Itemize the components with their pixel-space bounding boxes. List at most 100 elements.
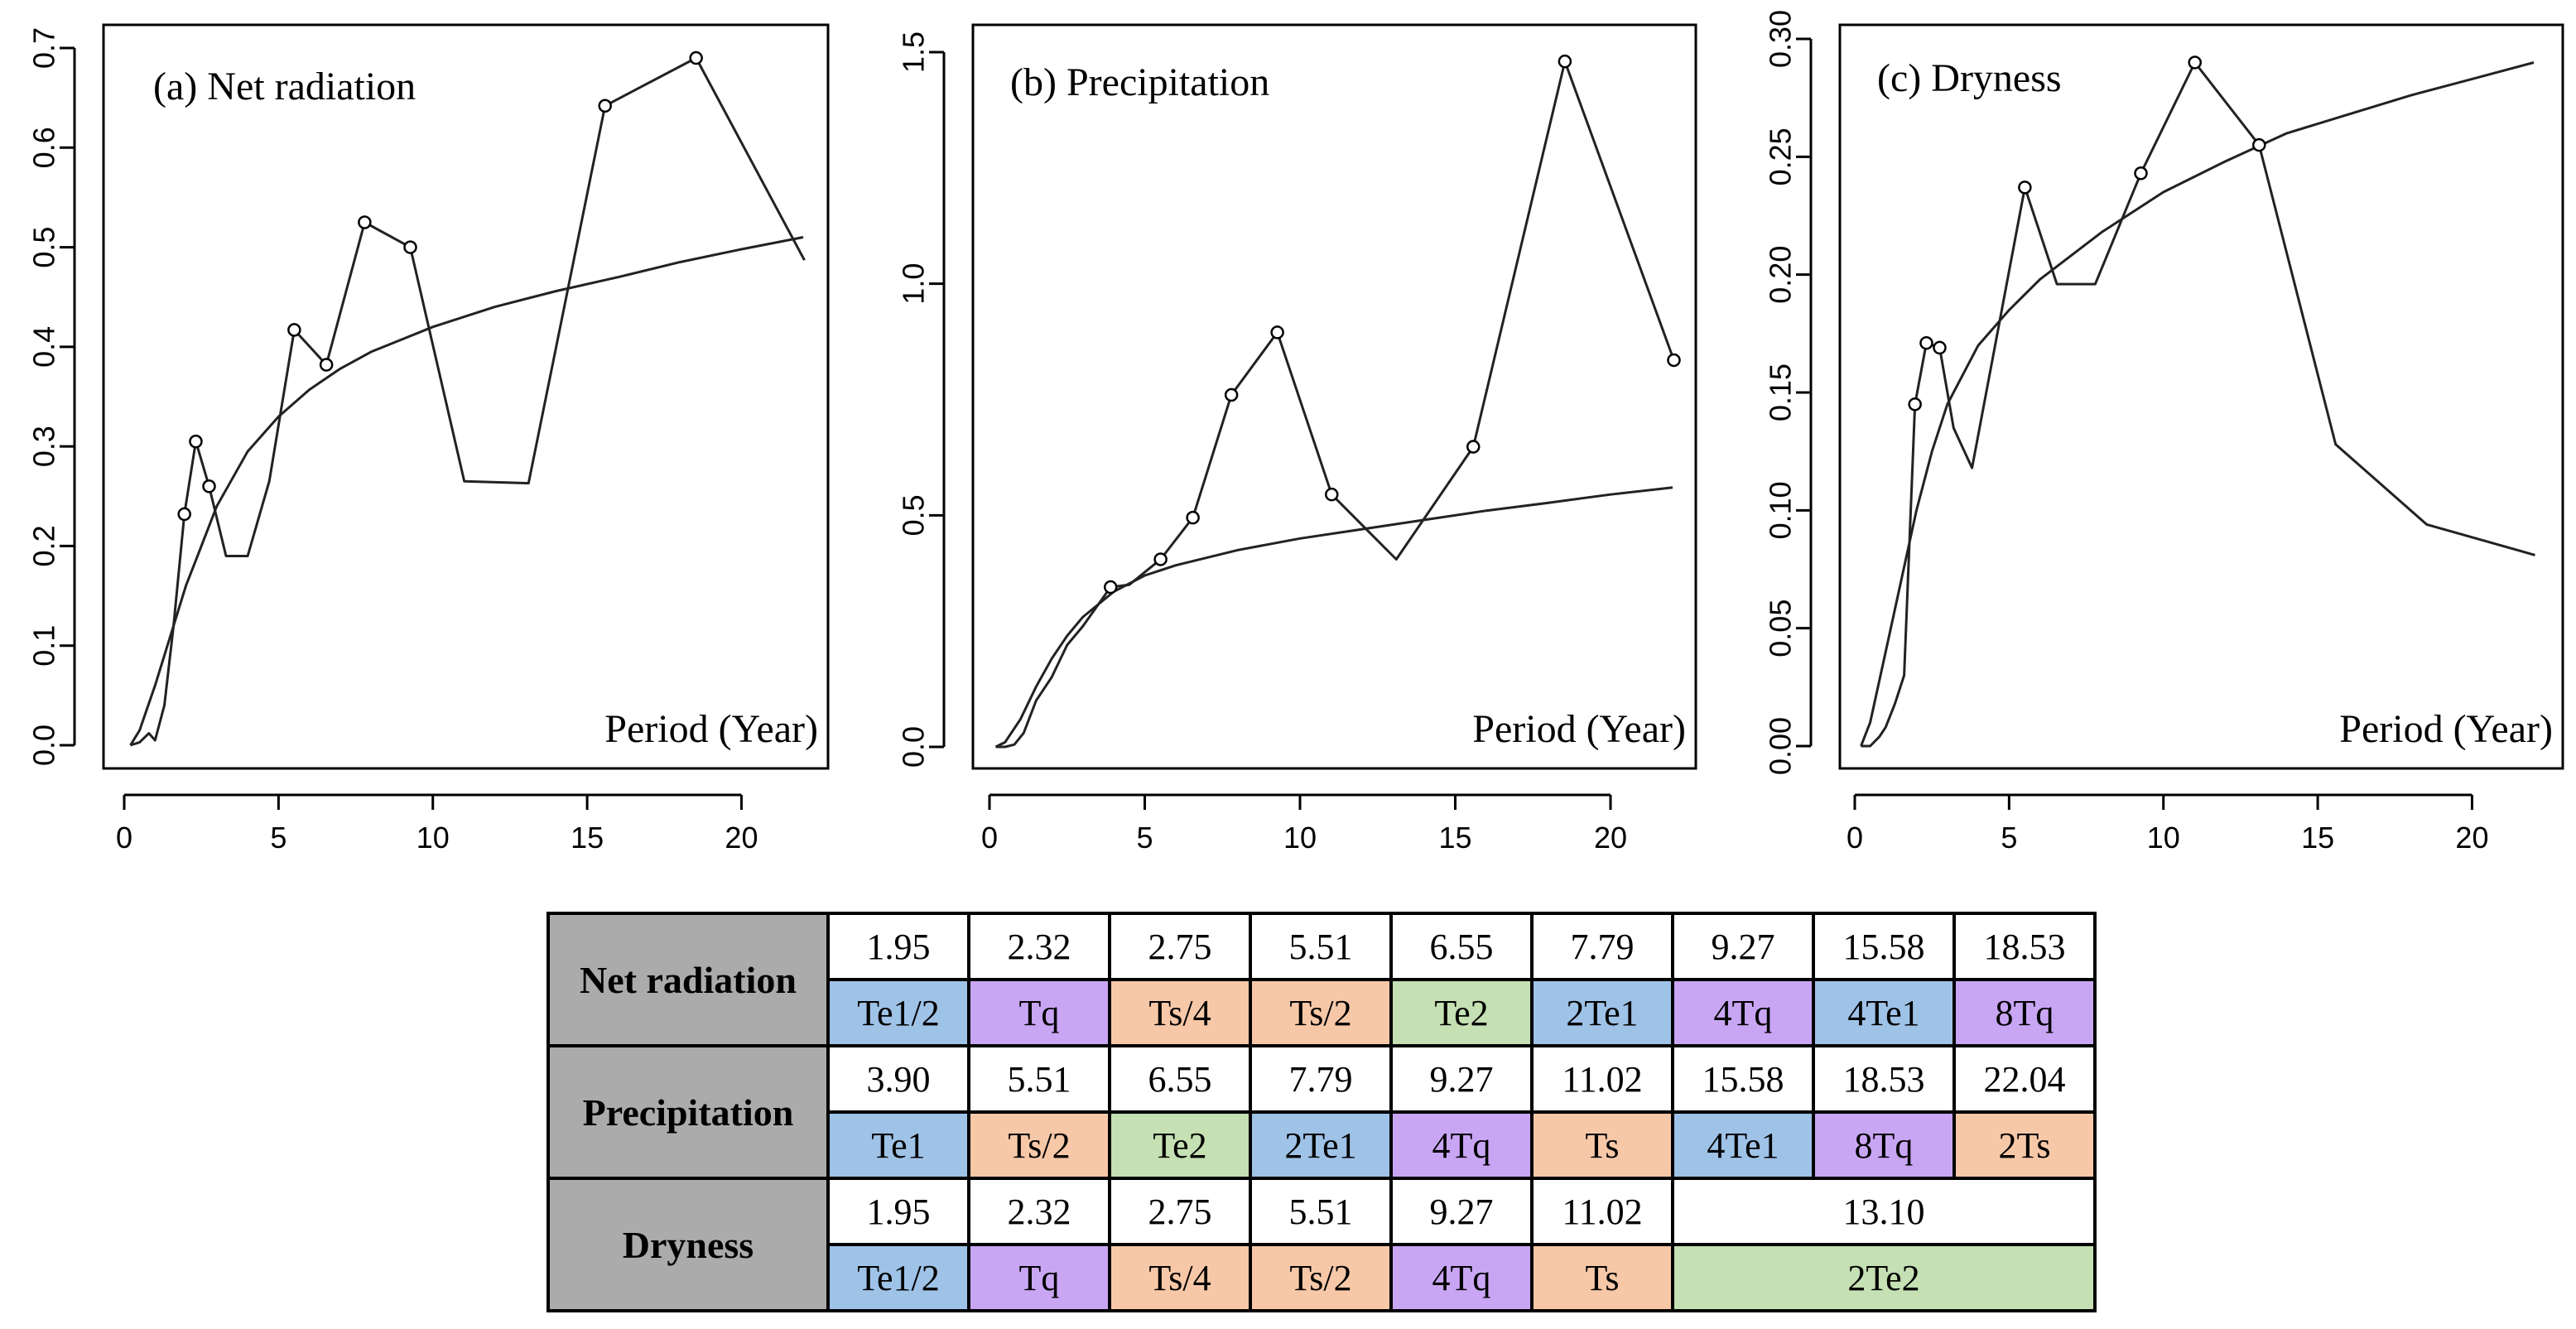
table-row-dryness-periods: Dryness 1.95 2.32 2.75 5.51 9.27 11.02 1… [546,1177,2097,1312]
y-tick-label: 0.0 [27,725,61,766]
chart-panel-1: 0 5 10 15 20 0.0 0.5 1.0 1.5 (b) Precipitation Per… [897,23,1697,855]
table-row-net-radiation-periods: Net radiation 1.95 2.32 2.75 5.51 6.55 7… [546,912,2097,1047]
code-cell: 2Te1 [1249,1110,1393,1180]
x-axis-label: Period (Year) [1472,707,1686,751]
data-point [287,323,301,337]
table-row-net-radiation-codes: Te1/2 Tq Ts/4 Ts/2 Te2 2Te1 4Tq 4Te1 8Tq [548,978,2097,1047]
code-cell: Te1 [826,1110,970,1180]
x-tick-label: 10 [2147,821,2180,855]
period-cell: 7.79 [1249,1044,1393,1114]
code-cell: 2Ts [1952,1110,2097,1180]
x-axis-label: Period (Year) [2339,707,2553,751]
y-tick-label: 0.30 [1764,10,1798,68]
spectrum-line [995,60,1675,749]
code-cell: Te1/2 [826,978,970,1047]
x-tick-label: 5 [1136,821,1153,855]
fitted-curve [994,486,1673,749]
plot-frame [102,23,830,770]
y-tick-label: 0.4 [27,326,61,368]
period-cell: 5.51 [1249,912,1393,981]
data-point [189,434,203,449]
period-cell: 15.58 [1812,912,1956,981]
data-point [1466,440,1481,454]
x-tick-label: 10 [416,821,450,855]
data-point [1325,487,1339,502]
period-cell: 22.04 [1952,1044,2097,1114]
data-point [1558,54,1572,69]
data-point [2134,166,2148,181]
x-tick-label: 5 [270,821,286,855]
y-tick-label: 0.5 [897,494,931,536]
x-tick-label: 15 [571,821,604,855]
period-cell: 2.75 [1108,1177,1252,1246]
code-cell: Ts/2 [1249,978,1393,1047]
data-point [1224,388,1239,402]
period-cell: 18.53 [1952,912,2097,981]
period-cell: 2.32 [967,912,1111,981]
y-tick-label: 0.25 [1764,128,1798,185]
period-cell: 18.53 [1812,1044,1956,1114]
period-cell: 3.90 [826,1044,970,1114]
code-cell: Ts/2 [1249,1243,1393,1312]
data-point [689,51,703,65]
table-row-precipitation-codes: Te1 Ts/2 Te2 2Te1 4Tq Ts 4Te1 8Tq 2Ts [548,1110,2097,1180]
fitted-curve [1860,61,2535,747]
data-point [598,99,612,113]
code-cell: Ts/4 [1108,1243,1252,1312]
y-tick-label: 0.3 [27,426,61,467]
table-row-dryness-codes: Te1/2 Tq Ts/4 Ts/2 4Tq Ts 2Te2 [548,1243,2097,1312]
x-axis-label: Period (Year) [604,707,818,751]
chart-panels: 0 5 10 15 20 0.0 0.1 0.2 0.3 0.4 0.5 0.6 0.7 (a) Net … [27,10,2564,855]
x-tick-label: 10 [1283,821,1317,855]
period-cell: 1.95 [826,1177,970,1246]
fitted-curve [129,236,804,746]
period-cell: 9.27 [1389,1177,1534,1246]
data-point [1186,510,1200,525]
code-cell: Te1/2 [826,1243,970,1312]
y-tick-label: 0.05 [1764,599,1798,657]
period-cell: 5.51 [1249,1177,1393,1246]
panel-title: (c) Dryness [1877,56,2062,100]
row-header-dryness: Dryness [546,1177,830,1312]
x-tick-label: 20 [1594,821,1627,855]
data-point [177,507,191,522]
data-point [2252,137,2266,152]
period-cell: 11.02 [1530,1177,1674,1246]
data-point [1153,552,1168,566]
code-cell: 4Tq [1389,1243,1534,1312]
code-cell: 4Tq [1671,978,1815,1047]
code-cell: Te2 [1108,1110,1252,1180]
period-cell: 9.27 [1389,1044,1534,1114]
x-tick-label: 15 [1438,821,1471,855]
period-cell: 7.79 [1530,912,1674,981]
data-point [1667,353,1681,368]
code-cell: 2Te2 [1671,1243,2097,1312]
x-tick-label: 0 [116,821,132,855]
plot-frame [1838,23,2564,770]
code-cell: Ts/4 [1108,978,1252,1047]
data-point [403,240,417,254]
periodicity-table: Net radiation 1.95 2.32 2.75 5.51 6.55 7… [546,912,2097,1312]
data-point [2188,55,2202,70]
x-tick-label: 20 [725,821,758,855]
x-tick-label: 0 [981,821,998,855]
spectrum-line [1861,61,2535,748]
code-cell: Ts/2 [967,1110,1111,1180]
data-point [319,358,334,372]
code-cell: Ts [1530,1110,1674,1180]
code-cell: 4Tq [1389,1110,1534,1180]
y-tick-label: 0.20 [1764,246,1798,304]
panel-title: (a) Net radiation [153,65,416,108]
chart-panel-0: 0 5 10 15 20 0.0 0.1 0.2 0.3 0.4 0.5 0.6 0.7 (a) Net … [27,23,830,855]
period-cell: 5.51 [967,1044,1111,1114]
code-cell: Ts [1530,1243,1674,1312]
plot-frame [971,23,1697,770]
period-cell: 1.95 [826,912,970,981]
chart-panel-2: 0 5 10 15 20 0.00 0.05 0.10 0.15 0.20 0.25 0.30 (c) … [1764,10,2564,855]
code-cell: Tq [967,1243,1111,1312]
period-cell: 2.75 [1108,912,1252,981]
table-row-precipitation-periods: Precipitation 3.90 5.51 6.55 7.79 9.27 1… [546,1044,2097,1180]
y-tick-label: 0.0 [897,726,931,768]
y-tick-label: 0.00 [1764,717,1798,775]
x-tick-label: 20 [2455,821,2488,855]
